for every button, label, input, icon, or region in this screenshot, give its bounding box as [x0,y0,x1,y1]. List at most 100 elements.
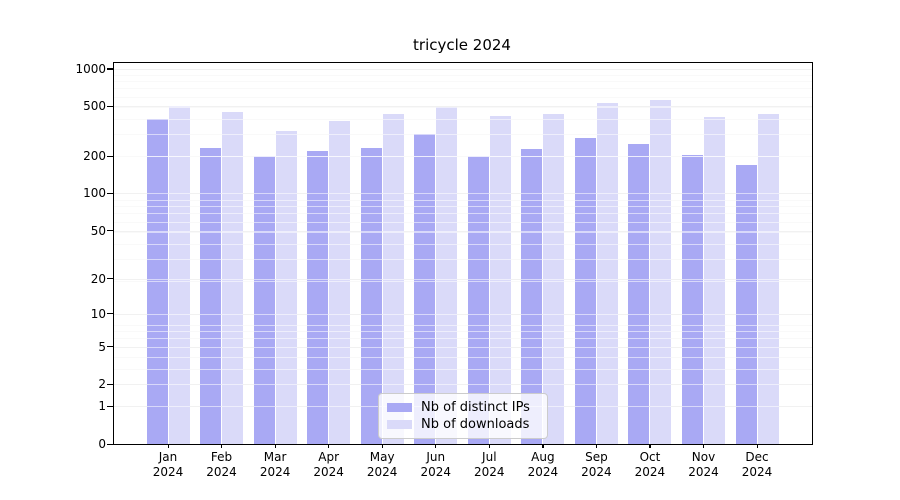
bar-distinct-ips [467,156,489,444]
gridline-overlay [114,368,812,370]
bar-distinct-ips [682,154,703,444]
gridline-overlay [114,199,812,201]
x-label-year: 2024 [420,465,452,479]
x-axis-tick [167,444,169,448]
x-label-month: Jan [158,450,178,464]
x-axis-tick [221,444,223,448]
bar-downloads [275,131,297,444]
y-axis-tick-label: 50 [90,223,106,238]
y-axis-tick [107,192,113,195]
gridline-overlay [114,313,812,315]
y-axis-tick [107,105,113,108]
legend-swatch-distinct-ips [387,403,412,412]
bar-downloads [222,111,244,444]
y-axis-tick [107,346,113,348]
y-axis-tick [107,68,113,70]
gridline-overlay [114,68,812,70]
x-axis-tick-label: Jan 2024 [136,450,200,480]
x-axis-tick-label: Jul 2024 [457,450,521,480]
x-axis-tick [595,444,598,448]
gridline-overlay [114,338,812,340]
x-axis-tick [274,444,276,448]
x-axis-tick [649,444,651,448]
gridline-overlay [114,346,812,348]
gridline-overlay [114,206,812,208]
x-label-year: 2024 [474,465,505,479]
gridline-overlay [114,88,812,90]
bar-distinct-ips [574,137,596,444]
bar-distinct-ips [521,149,543,444]
x-label-year: 2024 [206,465,237,479]
y-axis-tick-label: 1000 [75,61,106,76]
gridline-overlay [114,118,812,120]
y-axis-tick-label: 100 [83,186,106,201]
x-label-year: 2024 [313,465,344,479]
x-axis-tick-label: Feb 2024 [190,450,254,480]
plot-area: 0 1 2 5 10 20 50 100 200 500 1000 Jan 2024 Feb 2024 Mar… [75,62,813,479]
x-label-year: 2024 [581,465,612,479]
gridline-overlay [114,324,812,326]
x-label-year: 2024 [634,465,666,479]
x-axis-tick-label: Sep 2024 [564,450,628,480]
gridline-overlay [114,96,812,98]
x-axis-tick-label: Apr 2024 [297,450,361,480]
gridline-overlay [114,231,812,233]
gridline-overlay [114,193,812,195]
gridline-overlay [114,156,812,158]
gridline-overlay [114,331,812,333]
y-axis-tick-label: 0 [98,437,106,451]
legend-label-distinct-ips: Nb of distinct IPs [421,400,530,415]
bar-distinct-ips [307,151,329,444]
bar-distinct-ips [735,164,757,444]
x-axis-tick [542,444,544,448]
gridline-overlay [114,243,812,245]
gridline-overlay [114,221,812,223]
y-axis-tick [107,443,113,445]
bar-downloads [704,116,725,444]
bar-distinct-ips [628,143,650,444]
gridline-overlay [114,356,812,358]
gridline-overlay [114,230,812,232]
x-label-year: 2024 [366,465,398,479]
x-label-month: Oct [639,450,661,464]
legend-item-downloads: Nb of downloads [387,416,539,433]
x-label-month: Mar [263,450,287,464]
bar-downloads [436,107,458,444]
gridline-overlay [114,384,812,386]
y-axis-tick-label: 500 [83,99,106,114]
bar-downloads [329,121,351,444]
bar-distinct-ips [253,156,275,444]
x-label-month: Jul [482,450,497,464]
x-axis-tick [435,444,437,448]
bar-distinct-ips [414,134,436,444]
legend-label-downloads: Nb of downloads [421,417,530,432]
gridline-overlay [114,281,812,283]
x-axis-tick-label: Nov 2024 [672,450,736,480]
bar-downloads [596,103,618,444]
x-label-month: Nov [691,450,716,464]
x-label-year: 2024 [152,465,184,479]
x-label-month: Feb [210,450,233,464]
bar-downloads [650,100,672,444]
gridline-overlay [114,259,812,261]
legend: Nb of distinct IPs Nb of downloads [378,393,548,439]
x-axis-tick-label: Aug 2024 [511,450,575,480]
x-label-year: 2024 [741,465,773,479]
legend-item-distinct-ips: Nb of distinct IPs [387,399,539,416]
y-axis-tick-label: 20 [90,271,106,286]
y-axis-tick [107,313,113,315]
y-axis-tick [107,405,113,408]
gridline-overlay [114,74,812,76]
y-axis-tick-label: 200 [83,149,106,164]
gridline-overlay [114,134,812,136]
x-axis-tick-label: Jun 2024 [404,450,468,480]
bar-downloads [168,106,190,444]
y-axis-tick [107,155,113,157]
x-axis-tick [703,444,705,448]
gridline-overlay [114,213,812,215]
y-axis-tick [107,278,113,280]
x-axis-tick-label: Mar 2024 [243,450,307,480]
x-axis-tick [756,444,758,448]
x-axis-tick [381,444,383,448]
